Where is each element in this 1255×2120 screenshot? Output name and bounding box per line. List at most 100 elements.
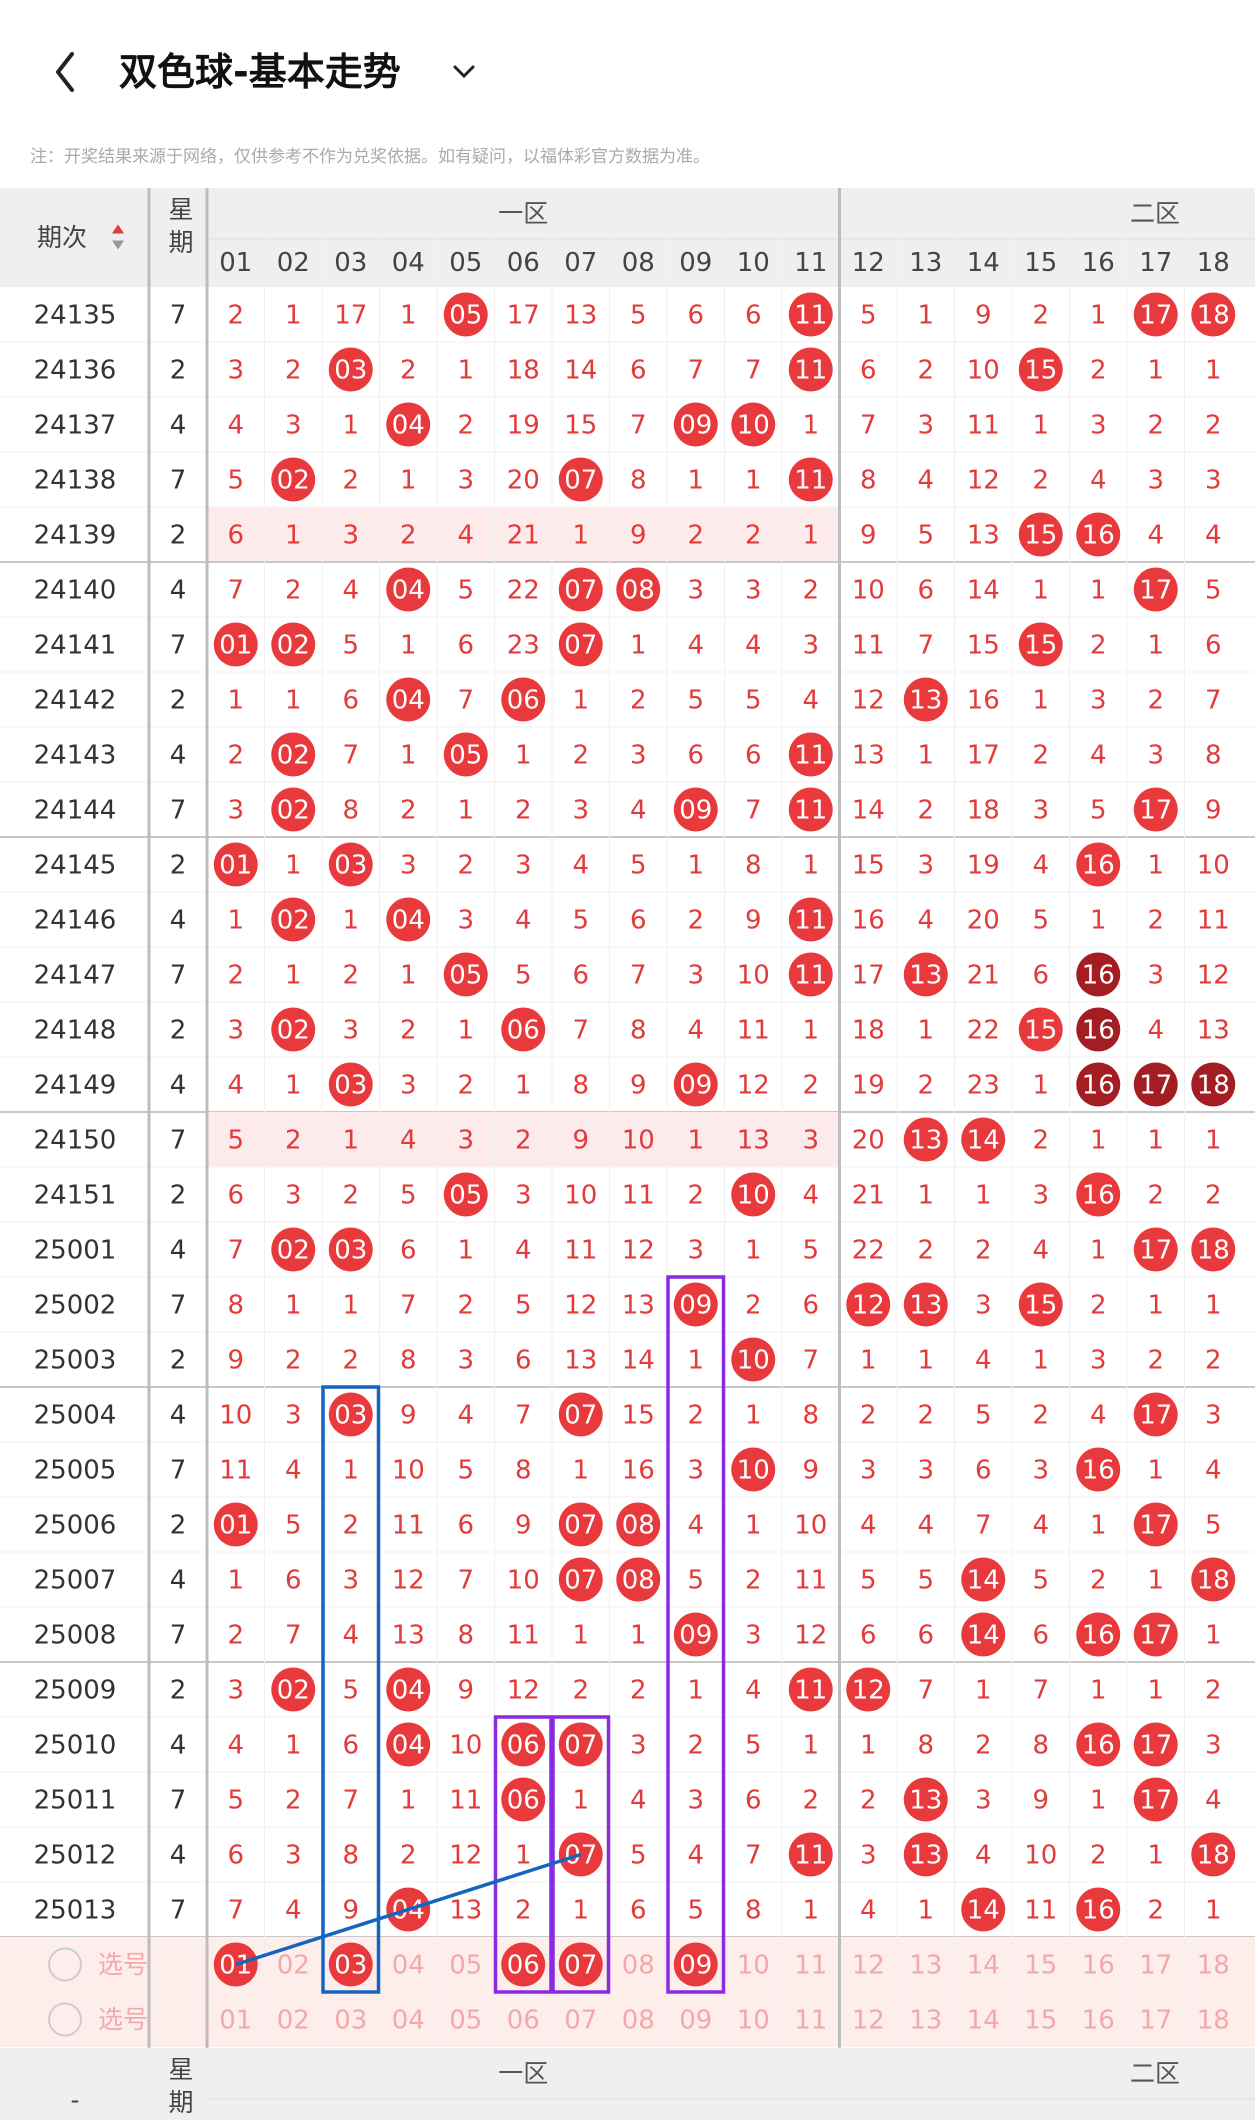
miss-count: 1 <box>1147 1456 1164 1486</box>
ball-number[interactable]: 06 <box>507 1951 540 1981</box>
back-button[interactable] <box>56 52 74 92</box>
period: 25009 <box>34 1676 117 1706</box>
miss-count: 3 <box>1032 796 1049 826</box>
select-radio[interactable] <box>48 2002 82 2037</box>
ball-number: 17 <box>1139 1071 1172 1101</box>
miss-count: 1 <box>457 1016 474 1046</box>
select-number[interactable]: 18 <box>1197 2006 1230 2036</box>
miss-count: 7 <box>745 796 762 826</box>
miss-count: 1 <box>1147 1291 1164 1321</box>
ball-number[interactable]: 01 <box>219 1951 252 1981</box>
select-number[interactable]: 12 <box>852 2006 885 2036</box>
miss-count: 1 <box>975 1676 992 1706</box>
column-header: 01 <box>219 248 252 278</box>
ball <box>443 732 488 777</box>
miss-count: 1 <box>572 1621 589 1651</box>
select-number[interactable]: 16 <box>1082 2006 1115 2036</box>
select-number[interactable]: 11 <box>794 2006 827 2036</box>
select-label[interactable]: 选号 <box>98 2005 148 2034</box>
select-number[interactable]: 18 <box>1197 1951 1230 1981</box>
miss-count: 16 <box>967 686 1000 716</box>
select-number[interactable]: 02 <box>277 1951 310 1981</box>
miss-count: 4 <box>1090 741 1107 771</box>
select-number[interactable]: 06 <box>507 2006 540 2036</box>
select-number[interactable]: 15 <box>1024 1951 1057 1981</box>
select-number[interactable]: 10 <box>737 1951 770 1981</box>
ball-number[interactable]: 07 <box>564 1951 597 1981</box>
miss-count: 5 <box>1205 576 1222 606</box>
title-dropdown[interactable] <box>453 65 475 79</box>
select-number[interactable]: 07 <box>564 2006 597 2036</box>
select-number[interactable]: 17 <box>1139 1951 1172 1981</box>
select-number[interactable]: 13 <box>909 2006 942 2036</box>
miss-count: 1 <box>400 631 417 661</box>
ball <box>1076 1447 1121 1492</box>
miss-count: 2 <box>687 1401 704 1431</box>
miss-count: 1 <box>802 1731 819 1761</box>
miss-count: 2 <box>1032 466 1049 496</box>
miss-count: 2 <box>975 1236 992 1266</box>
select-number[interactable]: 15 <box>1024 2006 1057 2036</box>
column-header: 09 <box>679 248 712 278</box>
select-number[interactable]: 17 <box>1139 2006 1172 2036</box>
select-number[interactable]: 04 <box>392 1951 425 1981</box>
miss-count: 13 <box>967 521 1000 551</box>
weekday: 2 <box>170 851 187 881</box>
select-number[interactable]: 04 <box>392 2006 425 2036</box>
ball <box>1133 1392 1178 1437</box>
select-number[interactable]: 01 <box>219 2006 252 2036</box>
miss-count: 12 <box>737 1071 770 1101</box>
select-number[interactable]: 13 <box>909 1951 942 1981</box>
miss-count: 1 <box>917 1346 934 1376</box>
miss-count: 11 <box>392 1511 425 1541</box>
miss-count: 2 <box>1090 1841 1107 1871</box>
ball <box>271 897 316 942</box>
select-number[interactable]: 05 <box>449 2006 482 2036</box>
ball <box>1133 1062 1178 1107</box>
miss-count: 1 <box>860 1731 877 1761</box>
miss-count: 3 <box>285 1401 302 1431</box>
select-radio[interactable] <box>48 1947 82 1982</box>
miss-count: 18 <box>967 796 1000 826</box>
ball-number: 16 <box>1082 521 1115 551</box>
ball-number[interactable]: 03 <box>334 1951 367 1981</box>
ball-number: 02 <box>277 1676 310 1706</box>
select-number[interactable]: 09 <box>679 2006 712 2036</box>
miss-count: 4 <box>1205 1786 1222 1816</box>
page-title[interactable]: 双色球-基本走势 <box>119 50 401 94</box>
select-number[interactable]: 03 <box>334 2006 367 2036</box>
select-number[interactable]: 16 <box>1082 1951 1115 1981</box>
ball-number: 08 <box>622 1566 655 1596</box>
select-number[interactable]: 05 <box>449 1951 482 1981</box>
ball-number: 17 <box>1139 1511 1172 1541</box>
period-header[interactable]: 期次 <box>37 223 87 252</box>
select-label[interactable]: 选号 <box>98 1950 148 1979</box>
zone1-header: 一区 <box>498 199 548 228</box>
select-number[interactable]: 14 <box>967 2006 1000 2036</box>
miss-count: 1 <box>917 1896 934 1926</box>
select-number[interactable]: 10 <box>737 2006 770 2036</box>
ball <box>616 1502 661 1547</box>
ball-number[interactable]: 09 <box>679 1951 712 1981</box>
miss-count: 6 <box>917 1621 934 1651</box>
ball-number: 18 <box>1197 301 1230 331</box>
miss-count: 6 <box>342 686 359 716</box>
select-number[interactable]: 08 <box>622 2006 655 2036</box>
miss-count: 11 <box>622 1181 655 1211</box>
ball <box>558 1557 603 1602</box>
select-number[interactable]: 08 <box>622 1951 655 1981</box>
miss-count: 1 <box>1090 906 1107 936</box>
select-number[interactable]: 11 <box>794 1951 827 1981</box>
miss-count: 2 <box>342 466 359 496</box>
ball-number: 02 <box>277 466 310 496</box>
select-number[interactable]: 14 <box>967 1951 1000 1981</box>
select-number[interactable]: 02 <box>277 2006 310 2036</box>
miss-count: 1 <box>1090 1786 1107 1816</box>
period: 25006 <box>34 1511 117 1541</box>
miss-count: 1 <box>630 631 647 661</box>
miss-count: 14 <box>622 1346 655 1376</box>
column-header: 06 <box>507 248 540 278</box>
select-number[interactable]: 12 <box>852 1951 885 1981</box>
weekday: 7 <box>170 1291 187 1321</box>
miss-count: 5 <box>860 1566 877 1596</box>
